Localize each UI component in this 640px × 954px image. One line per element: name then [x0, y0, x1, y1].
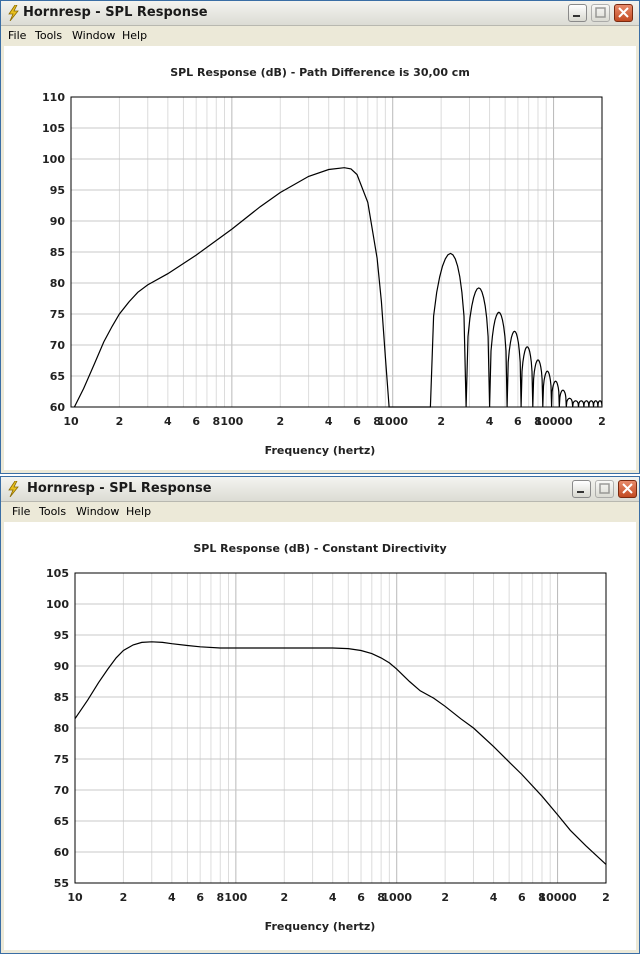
y-tick-label: 100 [42, 153, 65, 166]
x-tick-label: 100 [220, 415, 243, 428]
plot-frame [74, 572, 607, 884]
spl-curve [74, 641, 607, 865]
menu-window[interactable]: Window [76, 505, 120, 518]
y-tick-label: 75 [50, 308, 65, 321]
x-tick-label: 4 [164, 415, 172, 428]
x-tick-label: 6 [514, 415, 522, 428]
title-bar[interactable]: Hornresp - SPL Response [1, 477, 639, 502]
menu-tools[interactable]: Tools [39, 505, 67, 518]
y-tick-label: 75 [54, 753, 69, 766]
y-tick-label: 90 [50, 215, 66, 228]
y-tick-label: 60 [50, 401, 66, 414]
y-tick-label: 105 [42, 122, 65, 135]
minimize-icon [577, 491, 584, 493]
x-axis-label: Frequency (hertz) [264, 920, 376, 933]
close-icon [618, 7, 629, 18]
x-tick-label: 4 [325, 415, 333, 428]
y-tick-label: 80 [50, 277, 66, 290]
x-tick-label: 8 [212, 415, 220, 428]
x-tick-label: 1000 [377, 415, 408, 428]
y-tick-label: 55 [54, 877, 69, 890]
chart-title: SPL Response (dB) - Constant Directivity [193, 542, 447, 555]
plot-frame [70, 96, 603, 408]
y-tick-label: 95 [50, 184, 65, 197]
x-tick-label: 6 [357, 891, 365, 904]
window-path-difference: Hornresp - SPL Response File Tools Windo… [0, 0, 640, 474]
menu-file[interactable]: File [12, 505, 31, 518]
x-tick-label: 1000 [381, 891, 412, 904]
x-tick-label: 2 [598, 415, 606, 428]
x-tick-label: 8 [538, 891, 546, 904]
chart-area: SPL Response (dB) - Constant Directivity… [4, 522, 636, 950]
x-tick-label: 6 [192, 415, 200, 428]
x-tick-label: 8 [377, 891, 385, 904]
x-tick-label: 2 [116, 415, 124, 428]
window-title: Hornresp - SPL Response [23, 5, 208, 20]
menu-help[interactable]: Help [122, 29, 148, 42]
y-tick-label: 90 [54, 660, 70, 673]
x-tick-label: 100 [224, 891, 247, 904]
y-tick-label: 85 [50, 246, 65, 259]
x-tick-label: 4 [168, 891, 176, 904]
x-tick-label: 10 [67, 891, 83, 904]
x-tick-label: 4 [329, 891, 337, 904]
menu-help[interactable]: Help [126, 505, 152, 518]
y-tick-label: 110 [42, 91, 65, 104]
maximize-button[interactable] [595, 480, 614, 498]
x-tick-label: 10000 [538, 891, 577, 904]
menu-file[interactable]: File [8, 29, 27, 42]
spl-curve [73, 167, 603, 408]
x-tick-label: 8 [216, 891, 224, 904]
minimize-button[interactable] [568, 4, 587, 22]
menu-window[interactable]: Window [72, 29, 116, 42]
x-tick-label: 2 [120, 891, 128, 904]
x-tick-label: 2 [276, 415, 284, 428]
x-tick-label: 8 [534, 415, 542, 428]
x-tick-label: 10000 [534, 415, 573, 428]
window-constant-directivity: Hornresp - SPL Response File Tools Windo… [0, 476, 640, 954]
minimize-icon [573, 15, 580, 17]
y-tick-label: 65 [54, 815, 69, 828]
chart-area: SPL Response (dB) - Path Difference is 3… [4, 46, 636, 470]
x-tick-label: 8 [373, 415, 381, 428]
minimize-button[interactable] [572, 480, 591, 498]
app-lightning-icon [8, 5, 19, 21]
menu-bar: File Tools Window Help [1, 26, 639, 46]
y-tick-label: 80 [54, 722, 70, 735]
x-tick-label: 2 [437, 415, 445, 428]
maximize-icon [599, 483, 610, 494]
maximize-button[interactable] [591, 4, 610, 22]
title-bar[interactable]: Hornresp - SPL Response [1, 1, 639, 26]
x-tick-label: 2 [602, 891, 610, 904]
x-tick-label: 2 [280, 891, 288, 904]
window-title: Hornresp - SPL Response [27, 481, 212, 496]
maximize-icon [595, 7, 606, 18]
x-tick-label: 2 [441, 891, 449, 904]
y-tick-label: 70 [50, 339, 66, 352]
x-tick-label: 6 [196, 891, 204, 904]
y-tick-label: 60 [54, 846, 70, 859]
y-tick-label: 85 [54, 691, 69, 704]
y-tick-label: 70 [54, 784, 70, 797]
menu-bar: File Tools Window Help [1, 502, 639, 522]
x-tick-label: 10 [63, 415, 79, 428]
close-button[interactable] [614, 4, 633, 22]
x-tick-label: 6 [518, 891, 526, 904]
close-button[interactable] [618, 480, 637, 498]
y-tick-label: 65 [50, 370, 65, 383]
x-axis-label: Frequency (hertz) [264, 444, 376, 457]
x-tick-label: 4 [490, 891, 498, 904]
y-tick-label: 100 [46, 598, 69, 611]
menu-tools[interactable]: Tools [35, 29, 63, 42]
x-tick-label: 4 [486, 415, 494, 428]
y-tick-label: 105 [46, 567, 69, 580]
app-lightning-icon [8, 481, 19, 497]
chart-title: SPL Response (dB) - Path Difference is 3… [170, 66, 470, 79]
x-tick-label: 6 [353, 415, 361, 428]
y-tick-label: 95 [54, 629, 69, 642]
close-icon [622, 483, 633, 494]
